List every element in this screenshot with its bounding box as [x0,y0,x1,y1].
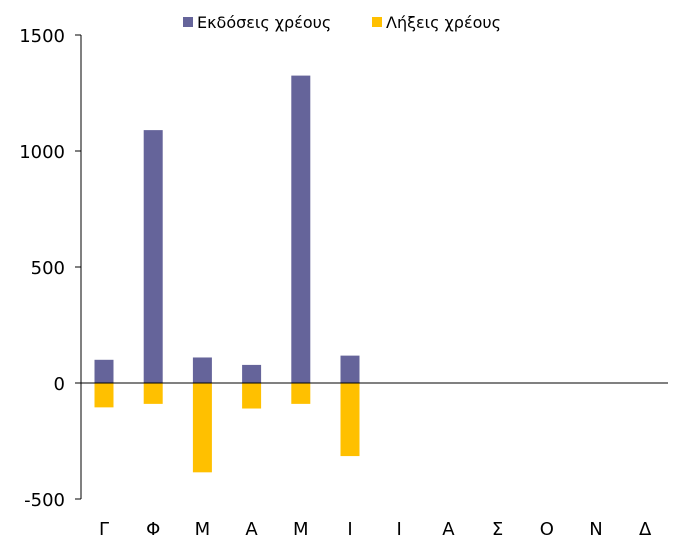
x-category-label: Δ [639,519,652,540]
bar-debt-maturity [340,383,360,457]
legend-label: Λήξεις χρέους [386,13,501,32]
bar-debt-issuance [94,359,114,383]
legend-swatch [183,17,193,27]
x-category-label: Μ [195,519,211,540]
x-category-label: Α [442,519,455,540]
x-category-label: Ι [347,519,352,540]
bar-debt-maturity [242,383,262,409]
x-category-label: Ν [589,519,602,540]
x-category-label: Α [245,519,258,540]
x-category-label: Γ [99,519,109,540]
bar-debt-issuance [242,364,262,383]
y-tick-label: 1000 [19,142,65,163]
bar-debt-issuance [291,75,311,383]
y-tick-label: 500 [31,258,65,279]
bar-debt-maturity [143,383,163,404]
legend-label: Εκδόσεις χρέους [197,13,331,32]
bars [94,75,360,473]
bar-debt-maturity [291,383,311,404]
x-category-label: Μ [293,519,309,540]
bar-debt-issuance [192,357,212,383]
y-axis: -500 0 500 1000 1500 [19,26,82,511]
y-tick-label: 0 [54,374,65,395]
bar-debt-issuance [143,130,163,383]
legend-swatch [372,17,382,27]
bar-debt-maturity [94,383,114,408]
legend: Εκδόσεις χρέους Λήξεις χρέους [183,13,501,32]
bar-debt-maturity [192,383,212,473]
x-category-label: Φ [146,519,160,540]
bar-debt-issuance [340,355,360,383]
x-category-label: Ι [397,519,402,540]
y-tick-label: -500 [24,490,65,511]
y-tick-label: 1500 [19,26,65,47]
x-category-label: Σ [492,519,503,540]
x-category-label: Ο [540,519,554,540]
